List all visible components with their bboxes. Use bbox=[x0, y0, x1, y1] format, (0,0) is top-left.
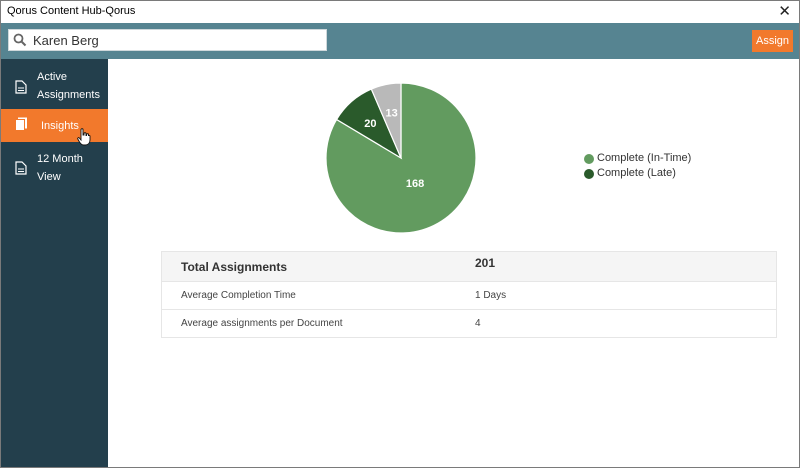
main-content: 168 20 13 Complete (In-Time) Complete (Lat… bbox=[108, 59, 799, 467]
pie-slice-label: 13 bbox=[385, 107, 397, 119]
legend-label: Complete (Late) bbox=[597, 167, 676, 179]
total-assignments-value: 201 bbox=[475, 256, 496, 270]
stat-value: 4 bbox=[475, 318, 481, 329]
top-toolbar: Assign bbox=[1, 23, 799, 59]
hand-cursor-icon bbox=[77, 128, 91, 146]
sidebar: Active Assignments Insights 12 Month Vie… bbox=[1, 59, 108, 467]
assign-button[interactable]: Assign bbox=[752, 30, 793, 52]
stats-table: Total Assignments 201 Average Completion… bbox=[161, 251, 777, 338]
sidebar-item-label: View bbox=[37, 171, 61, 183]
legend-label: Complete (In-Time) bbox=[597, 152, 692, 164]
search-icon bbox=[13, 33, 27, 47]
document-icon bbox=[15, 80, 27, 94]
sidebar-item-label: Active bbox=[37, 71, 67, 83]
legend-item-late[interactable]: Complete (Late) bbox=[584, 166, 691, 181]
stat-value: 1 Days bbox=[475, 290, 507, 301]
legend-swatch bbox=[584, 169, 594, 179]
pie-slice[interactable] bbox=[370, 83, 402, 159]
sidebar-item-insights[interactable]: Insights bbox=[1, 109, 108, 146]
table-row: Average assignments per Document 4 bbox=[162, 309, 776, 337]
search-input[interactable] bbox=[33, 30, 318, 50]
close-icon[interactable]: ✕ bbox=[778, 3, 791, 20]
pie-slice-label: 20 bbox=[364, 118, 376, 130]
stat-label: Average assignments per Document bbox=[181, 318, 343, 329]
sidebar-item-label: 12 Month bbox=[37, 153, 83, 165]
sidebar-item-12-month-view[interactable]: 12 Month View bbox=[1, 149, 108, 189]
stat-label: Average Completion Time bbox=[181, 290, 296, 301]
total-assignments-label: Total Assignments bbox=[181, 260, 288, 274]
legend-swatch bbox=[584, 154, 594, 164]
pie-chart: 168 20 13 bbox=[326, 83, 476, 233]
documents-icon bbox=[15, 117, 27, 131]
document-icon bbox=[15, 161, 27, 175]
title-bar: Qorus Content Hub-Qorus ✕ bbox=[1, 1, 799, 23]
legend-item-in-time[interactable]: Complete (In-Time) bbox=[584, 151, 691, 166]
sidebar-item-active-assignments[interactable]: Active Assignments bbox=[1, 67, 108, 107]
table-row: Total Assignments 201 bbox=[162, 252, 776, 281]
sidebar-item-label: Insights bbox=[41, 120, 79, 132]
chart-legend: Complete (In-Time) Complete (Late) bbox=[584, 151, 691, 181]
search-box bbox=[8, 29, 327, 51]
window-title: Qorus Content Hub-Qorus bbox=[7, 5, 136, 17]
pie-slice-label: 168 bbox=[406, 178, 424, 190]
table-row: Average Completion Time 1 Days bbox=[162, 281, 776, 309]
sidebar-item-label: Assignments bbox=[37, 89, 100, 101]
